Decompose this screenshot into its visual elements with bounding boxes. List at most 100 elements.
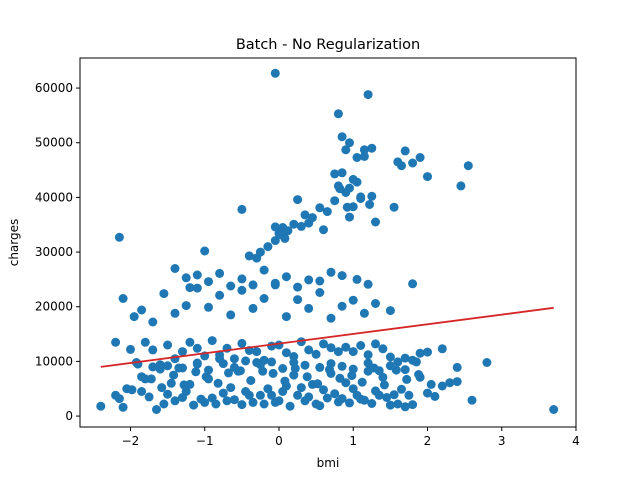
data-point: [423, 172, 432, 182]
data-point: [352, 153, 362, 162]
data-point: [333, 347, 343, 357]
data-point: [118, 402, 128, 412]
data-point: [170, 264, 180, 273]
data-point: [315, 362, 325, 372]
data-point: [244, 251, 254, 261]
data-point: [218, 388, 228, 398]
data-point: [270, 278, 280, 288]
y-axis-ticks: 0 10000 20000 30000 40000 50000 60000: [35, 81, 80, 423]
data-point: [157, 383, 167, 393]
data-point: [237, 274, 247, 284]
data-point: [423, 347, 432, 357]
x-tick-label: −1: [196, 434, 214, 448]
data-point: [348, 384, 358, 394]
data-point: [319, 339, 328, 349]
data-point: [263, 242, 273, 252]
data-point: [293, 282, 303, 292]
data-point: [170, 396, 180, 406]
data-point: [96, 401, 106, 411]
y-tick-label: 40000: [35, 190, 73, 204]
data-point: [326, 359, 336, 369]
data-point: [345, 138, 354, 148]
data-point: [281, 272, 291, 282]
data-point: [215, 290, 225, 300]
data-point: [226, 281, 236, 291]
data-point: [359, 395, 369, 405]
data-point: [389, 390, 399, 400]
data-point: [213, 378, 223, 388]
data-point: [170, 354, 180, 364]
data-point: [304, 392, 314, 402]
data-point: [126, 344, 135, 354]
data-point: [146, 374, 156, 384]
data-point: [274, 396, 284, 406]
data-point: [423, 388, 432, 398]
data-point: [357, 377, 367, 387]
data-point: [137, 305, 147, 315]
data-point: [322, 393, 332, 403]
data-point: [363, 358, 373, 368]
data-point: [467, 395, 477, 405]
data-point: [341, 342, 351, 352]
data-point: [178, 347, 187, 357]
data-point: [189, 400, 199, 410]
data-point: [283, 226, 293, 236]
data-point: [270, 222, 280, 232]
data-point: [389, 202, 399, 212]
plot-frame: [79, 57, 577, 428]
data-point: [456, 181, 466, 191]
data-point: [296, 337, 306, 347]
data-point: [270, 236, 280, 246]
data-point: [259, 265, 269, 275]
data-point: [280, 376, 290, 386]
data-point: [226, 383, 236, 393]
data-point: [137, 372, 147, 382]
data-point: [345, 183, 354, 193]
data-point: [111, 337, 121, 347]
data-point: [285, 401, 295, 411]
data-point: [359, 308, 369, 318]
data-point: [363, 279, 373, 289]
data-point: [289, 358, 299, 367]
data-point: [330, 196, 340, 206]
y-tick-label: 30000: [35, 245, 73, 259]
data-point: [248, 397, 258, 407]
data-point: [337, 301, 347, 311]
x-tick-label: 1: [349, 434, 357, 448]
data-point: [348, 295, 358, 305]
data-point: [304, 275, 314, 285]
data-point: [374, 390, 384, 400]
data-point: [159, 289, 169, 299]
data-point: [335, 373, 345, 383]
y-tick-label: 50000: [35, 136, 73, 150]
data-point: [192, 283, 202, 293]
data-point: [267, 357, 277, 367]
data-point: [255, 360, 265, 370]
data-point: [393, 157, 403, 167]
data-point: [179, 380, 189, 390]
data-point: [549, 405, 559, 414]
data-point: [326, 313, 336, 323]
data-point: [415, 348, 425, 358]
data-point: [178, 363, 187, 373]
y-axis-label: charges: [7, 219, 21, 267]
data-point: [300, 360, 310, 370]
data-point: [337, 168, 347, 178]
data-point: [430, 391, 440, 401]
data-point: [200, 246, 210, 256]
x-tick-label: −2: [122, 434, 140, 448]
data-point: [313, 379, 323, 389]
data-point: [378, 372, 388, 382]
x-tick-label: 3: [498, 434, 506, 448]
data-point: [445, 378, 455, 388]
data-point: [148, 317, 158, 327]
data-point: [215, 268, 225, 278]
data-point: [211, 399, 221, 409]
data-point: [169, 370, 179, 380]
data-point: [229, 395, 239, 405]
data-point: [259, 294, 269, 303]
data-point: [437, 344, 447, 354]
x-tick-label: 2: [424, 434, 432, 448]
data-point: [293, 195, 303, 205]
data-point: [359, 151, 369, 161]
